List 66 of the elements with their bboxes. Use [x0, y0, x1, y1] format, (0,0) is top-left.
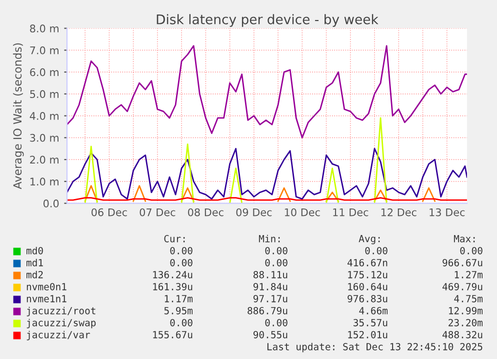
x-tick-label: 13 Dec [430, 208, 465, 216]
text: 23.20m [448, 318, 483, 326]
text: Cur: [164, 234, 185, 242]
y-tick-label: 5.0 m [30, 90, 58, 98]
x-tick-label: 09 Dec [236, 208, 272, 216]
text: 1.17m [164, 295, 193, 302]
text: 97.17u [253, 294, 288, 302]
y-tick-label: 6.0 m [30, 68, 58, 76]
text: 161.39u [153, 282, 192, 290]
text: 155.67u [153, 330, 192, 338]
text: 966.67u [442, 258, 482, 266]
text: 90.55u [253, 330, 288, 338]
text: 152.01u [348, 330, 388, 338]
x-tick-label: 10 Dec [284, 208, 320, 216]
text: Last update: Sat Dec 13 22:45:10 2025 [267, 342, 482, 352]
legend-label: md0 [26, 246, 43, 254]
text: 488.32u [442, 330, 482, 338]
text: 35.57u [354, 318, 388, 326]
y-tick-label: 7.0 m [30, 46, 58, 54]
legend-label: jacuzzi/swap [26, 318, 96, 328]
chart-title: Disk latency per device - by week [156, 14, 378, 27]
text: 12.99m [449, 306, 483, 314]
text: Min: [258, 234, 280, 242]
text: 4.66m [359, 306, 388, 314]
text: Avg: [358, 235, 380, 244]
line-series [67, 148, 467, 200]
text: 0.00 [170, 246, 192, 254]
y-tick-label: 3.0 m [30, 134, 58, 142]
text: 416.67n [348, 258, 388, 266]
y-tick-label: 4.0 m [30, 112, 58, 120]
x-tick-label: 08 Dec [188, 208, 224, 216]
text: Max: [454, 235, 475, 242]
y-tick-label: 0.0 [43, 200, 59, 208]
text: 0.00 [265, 246, 288, 254]
text: 0.00 [170, 258, 192, 266]
legend-label: nvme0n1 [26, 282, 66, 290]
text: 4.75m [454, 295, 483, 302]
text: 5.95m [164, 306, 193, 314]
text: 976.83u [348, 294, 388, 302]
x-tick-label: 12 Dec [381, 208, 416, 216]
text: 469.79u [442, 282, 482, 290]
y-tick-label: 1.0 m [30, 178, 58, 186]
text: 0.00 [365, 246, 388, 254]
text: 175.12u [348, 270, 388, 278]
text: 0.00 [170, 318, 192, 326]
text: 88.11u [254, 270, 288, 278]
legend-label: md1 [26, 258, 43, 266]
y-tick-label: 2.0 m [30, 156, 58, 164]
text: 0.00 [265, 318, 288, 326]
text: 0.00 [460, 246, 482, 254]
x-tick-label: 11 Dec [333, 208, 368, 216]
line-series [67, 45, 467, 138]
y-tick-label: 8.0 m [30, 24, 58, 32]
text: 1.27m [454, 270, 483, 278]
x-tick-label: 07 Dec [140, 208, 176, 216]
legend-label: nvme1n1 [26, 295, 66, 302]
x-tick-label: 06 Dec [92, 208, 127, 216]
text: 0.00 [265, 258, 288, 266]
text: 886.79u [248, 306, 288, 314]
legend-label: md2 [26, 270, 43, 278]
y-axis-title: Average IO Wait (seconds) [13, 43, 24, 190]
text: 136.24u [153, 270, 192, 278]
legend-label: jacuzzi/root [26, 306, 96, 316]
legend-label: jacuzzi/var [26, 330, 90, 340]
text: 91.84u [253, 282, 288, 290]
text: 160.64u [348, 282, 388, 290]
